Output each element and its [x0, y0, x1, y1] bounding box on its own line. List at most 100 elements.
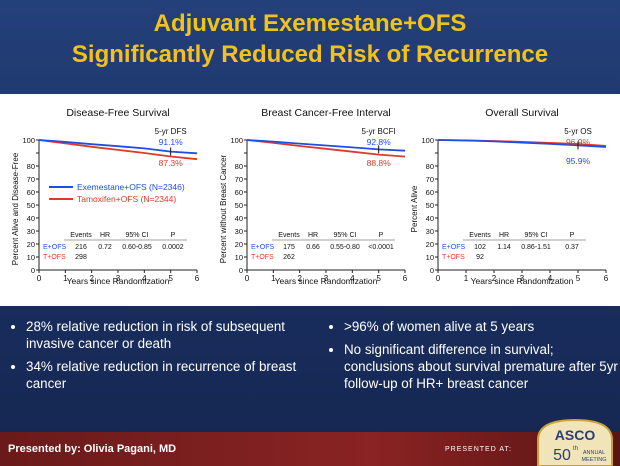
chart2-x-tick-label: 5: [376, 274, 381, 283]
title-line-1: Adjuvant Exemestane+OFS: [153, 10, 467, 37]
badge-shape: [537, 418, 613, 466]
chart2-y-tick-label: 70: [235, 175, 243, 184]
chart3-annotation-label: 5-yr OS: [564, 127, 592, 136]
chart2-annotation-label: 5-yr BCFI: [362, 127, 396, 136]
bullet-right-2: No significant difference in survival; c…: [344, 341, 618, 392]
chart1-x-tick-label: 2: [89, 274, 94, 283]
chart2-table-row-label: E+OFS: [251, 244, 274, 251]
chart3-y-tick-label: 10: [426, 253, 434, 262]
chart2-y-tick-label: 50: [235, 201, 243, 210]
chart3-x-axis-label: Years since Randomization: [471, 276, 574, 286]
chart1-y-tick-label: 30: [27, 227, 35, 236]
bullet-left-2: 34% relative reduction in recurrence of …: [26, 358, 320, 392]
chart1-series-line-tofs: [38, 139, 198, 161]
chart3-y-tick-label: 80: [426, 162, 434, 171]
chart1-title: Disease-Free Survival: [66, 107, 169, 119]
chart3-table-header: P: [570, 232, 575, 239]
chart3-y-tick-label: 30: [426, 227, 434, 236]
title-line-2: Significantly Reduced Risk of Recurrence: [71, 41, 549, 68]
chart3-x-tick-label: 5: [576, 274, 581, 283]
chart2-table-header: Events: [278, 232, 300, 239]
chart3-table-header: Events: [469, 232, 491, 239]
chart1-annotation-label: 5-yr DFS: [155, 127, 187, 136]
chart3-table-row-label: E+OFS: [442, 244, 465, 251]
chart1-table-header: P: [171, 232, 176, 239]
chart1-x-tick-label: 3: [116, 274, 121, 283]
chart2-x-tick-label: 1: [271, 274, 276, 283]
chart3-y-tick-label: 50: [426, 201, 434, 210]
chart1-table-cell: 298: [75, 254, 87, 261]
chart3-table-cell: 0.86-1.51: [521, 244, 551, 251]
chart1-table-header: 95% CI: [126, 232, 149, 239]
chart3-title: Overall Survival: [485, 107, 559, 119]
chart2-y-tick-label: 20: [235, 240, 243, 249]
chart3-table-cell: 92: [476, 254, 484, 261]
chart2-y-tick-label: 80: [235, 162, 243, 171]
chart1-y-tick-label: 70: [27, 175, 35, 184]
chart3-x-tick-label: 0: [436, 274, 441, 283]
slide-title: Adjuvant Exemestane+OFS Significantly Re…: [0, 8, 620, 70]
presented-at-label: PRESENTED AT:: [445, 446, 512, 453]
charts-panel: Disease-Free Survival 0 10 20 30 40 50 60 70 80 10…: [0, 94, 620, 306]
chart3-table-cell: 0.37: [565, 244, 579, 251]
chart3-y-axis-label: Percent Alive: [410, 185, 419, 232]
chart1-x-tick-label: 1: [63, 274, 68, 283]
chart3-table-header: HR: [499, 232, 509, 239]
chart3-x-tick-label: 2: [492, 274, 497, 283]
badge-suffix: th: [573, 446, 578, 452]
chart2-table-header: HR: [308, 232, 318, 239]
chart2-annotation-eofs: 92.8%: [367, 137, 392, 147]
chart3-table-row-label: T+OFS: [442, 254, 465, 261]
chart1-table-header: HR: [100, 232, 110, 239]
badge-line-2: MEETING: [581, 457, 606, 463]
survival-charts: Disease-Free Survival0102030405060708010…: [11, 107, 609, 286]
chart2-table-cell: 0.55-0.80: [330, 244, 360, 251]
chart3-y-tick-label: 0: [430, 266, 434, 275]
presenter-credit: Presented by: Olivia Pagani, MD: [8, 443, 177, 455]
chart1-table-cell: 0.60-0.85: [122, 244, 152, 251]
asco-logo: ASCO 50 th ANNUAL MEETING: [537, 418, 613, 466]
chart3-x-tick-label: 6: [604, 274, 609, 283]
chart1-table-cell: 0.72: [98, 244, 112, 251]
chart2-annotation-tofs: 88.8%: [367, 158, 392, 168]
chart1-table-header: Events: [70, 232, 92, 239]
right-bullets: >96% of women alive at 5 years No signif…: [328, 318, 618, 398]
chart1-x-tick-label: 6: [195, 274, 200, 283]
chart1-y-tick-label: 80: [27, 162, 35, 171]
chart1-legend-entry: Exemestane+OFS (N=2346): [77, 182, 185, 192]
bullet-left-1: 28% relative reduction in risk of subseq…: [26, 318, 320, 352]
chart3-y-tick-label: 20: [426, 240, 434, 249]
chart1-y-tick-label: 50: [27, 201, 35, 210]
chart2-x-tick-label: 3: [324, 274, 329, 283]
chart2-x-axis-label: Years since Randomization: [275, 276, 378, 286]
chart1-table-row-label: T+OFS: [43, 254, 66, 261]
chart3-table-cell: 1.14: [497, 244, 511, 251]
chart3-annotation-tofs: 96.9%: [566, 137, 591, 147]
chart3-x-tick-label: 1: [464, 274, 469, 283]
chart1-y-axis-label: Percent Alive and Disease-Free: [11, 152, 20, 265]
chart2-y-tick-label: 10: [235, 253, 243, 262]
bullet-right-1: >96% of women alive at 5 years: [344, 318, 618, 335]
chart2-y-tick-label: 30: [235, 227, 243, 236]
chart3-y-tick-label: 60: [426, 188, 434, 197]
badge-asco-text: ASCO: [555, 427, 596, 443]
chart2-y-tick-label: 100: [230, 136, 243, 145]
chart1-y-tick-label: 100: [22, 136, 35, 145]
chart3-table-cell: 102: [474, 244, 486, 251]
chart1-x-tick-label: 0: [37, 274, 42, 283]
chart1-x-tick-label: 5: [168, 274, 173, 283]
chart2-y-tick-label: 0: [239, 266, 243, 275]
chart2-title: Breast Cancer-Free Interval: [261, 107, 391, 119]
chart1-y-tick-label: 20: [27, 240, 35, 249]
chart1-x-axis-label: Years since Randomization: [67, 276, 170, 286]
chart3-annotation-eofs: 95.9%: [566, 156, 591, 166]
chart2-x-tick-label: 6: [403, 274, 408, 283]
chart1-y-tick-label: 40: [27, 214, 35, 223]
chart2-table-cell: 175: [283, 244, 295, 251]
badge-line-1: ANNUAL: [583, 450, 605, 456]
chart1-table-row-label: E+OFS: [43, 244, 66, 251]
chart3-y-tick-label: 100: [421, 136, 434, 145]
chart2-table-cell: <0.0001: [368, 244, 394, 251]
chart2-x-tick-label: 2: [297, 274, 302, 283]
chart2-table-cell: 262: [283, 254, 295, 261]
